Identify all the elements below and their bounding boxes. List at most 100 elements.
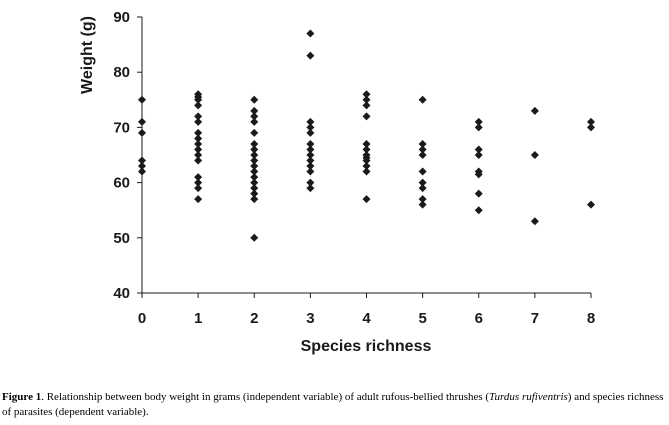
data-point xyxy=(362,145,371,154)
data-point xyxy=(587,117,595,126)
y-tick-label: 60 xyxy=(113,175,130,192)
x-tick-label: 7 xyxy=(531,310,539,327)
y-axis-label: Weight (g) xyxy=(79,16,96,94)
data-point xyxy=(250,95,259,104)
y-tick-label: 80 xyxy=(113,64,130,81)
data-point xyxy=(474,170,483,179)
data-point xyxy=(362,95,371,104)
data-point xyxy=(250,117,259,126)
data-point xyxy=(362,90,371,99)
caption-species: Turdus rufiventris xyxy=(489,391,568,403)
data-point xyxy=(194,156,203,165)
data-point xyxy=(306,145,315,154)
x-tick-label: 8 xyxy=(587,310,595,327)
data-point xyxy=(250,112,259,121)
x-tick-label: 3 xyxy=(306,310,314,327)
data-point xyxy=(418,195,427,204)
data-point xyxy=(138,117,146,126)
data-point xyxy=(138,156,146,165)
data-point xyxy=(306,178,315,187)
data-point xyxy=(306,117,315,126)
data-point xyxy=(587,200,595,209)
data-point xyxy=(418,167,427,176)
data-point xyxy=(418,184,427,193)
data-point xyxy=(362,112,371,121)
data-point xyxy=(306,162,315,171)
data-point xyxy=(194,134,203,143)
data-point xyxy=(306,51,315,60)
x-tick-label: 5 xyxy=(418,310,426,327)
data-point xyxy=(530,106,539,115)
scatter-chart: 40 50 60 70 80 90 0 1 2 3 4 5 6 7 8 Species richness W… xyxy=(79,9,595,355)
data-point xyxy=(138,162,146,171)
data-point xyxy=(194,178,203,187)
data-point xyxy=(362,167,371,176)
data-point xyxy=(250,139,259,148)
data-point xyxy=(474,145,483,154)
data-point xyxy=(362,101,371,110)
data-point xyxy=(194,184,203,193)
data-point xyxy=(250,233,259,242)
y-tick-label: 40 xyxy=(113,285,130,302)
y-tick-label: 90 xyxy=(113,9,130,26)
data-point xyxy=(474,189,483,198)
data-point xyxy=(306,167,315,176)
data-point xyxy=(250,184,259,193)
data-point xyxy=(138,128,146,137)
data-point xyxy=(362,195,371,204)
data-point xyxy=(418,151,427,159)
data-point xyxy=(250,106,259,115)
data-point xyxy=(474,206,483,215)
data-point xyxy=(194,145,203,154)
data-point xyxy=(306,139,315,148)
x-tick-label: 2 xyxy=(250,310,258,327)
data-point xyxy=(306,156,315,165)
data-point xyxy=(306,128,315,137)
data-point xyxy=(362,156,371,165)
caption-text-2: ) and species richness of parasites (dep… xyxy=(2,391,664,418)
data-point xyxy=(418,200,427,209)
y-tick-label: 50 xyxy=(113,230,130,247)
data-point xyxy=(138,95,146,104)
data-point xyxy=(194,101,203,110)
data-point xyxy=(194,95,203,104)
data-point xyxy=(194,151,203,159)
figure-caption: Figure 1. Relationship between body weig… xyxy=(2,390,666,420)
x-tick-label: 1 xyxy=(194,310,202,327)
data-point xyxy=(306,29,315,38)
data-point xyxy=(194,112,203,121)
data-point xyxy=(138,167,146,176)
data-point xyxy=(418,139,427,148)
data-point xyxy=(306,123,315,132)
data-point xyxy=(587,123,595,132)
data-point xyxy=(530,151,539,159)
data-point xyxy=(418,95,427,104)
data-points xyxy=(138,29,595,242)
data-point xyxy=(194,195,203,204)
caption-label: Figure 1 xyxy=(2,391,42,403)
data-point xyxy=(250,151,259,159)
x-tick-label: 4 xyxy=(362,310,371,327)
data-point xyxy=(250,173,259,182)
data-point xyxy=(250,145,259,154)
data-point xyxy=(250,167,259,176)
data-point xyxy=(250,128,259,137)
data-point xyxy=(418,178,427,187)
data-point xyxy=(250,162,259,171)
data-point xyxy=(474,123,483,132)
data-point xyxy=(194,128,203,137)
data-point xyxy=(306,184,315,193)
data-point xyxy=(250,189,259,198)
caption-text-1: . Relationship between body weight in gr… xyxy=(41,391,490,403)
data-point xyxy=(362,139,371,148)
data-point xyxy=(306,151,315,159)
data-point xyxy=(474,117,483,126)
axes: 40 50 60 70 80 90 0 1 2 3 4 5 6 7 8 xyxy=(113,9,595,327)
data-point xyxy=(194,117,203,126)
data-point xyxy=(250,178,259,187)
data-point xyxy=(194,139,203,148)
x-tick-label: 0 xyxy=(138,310,146,327)
x-tick-label: 6 xyxy=(475,310,483,327)
data-point xyxy=(194,173,203,182)
data-point xyxy=(474,151,483,159)
